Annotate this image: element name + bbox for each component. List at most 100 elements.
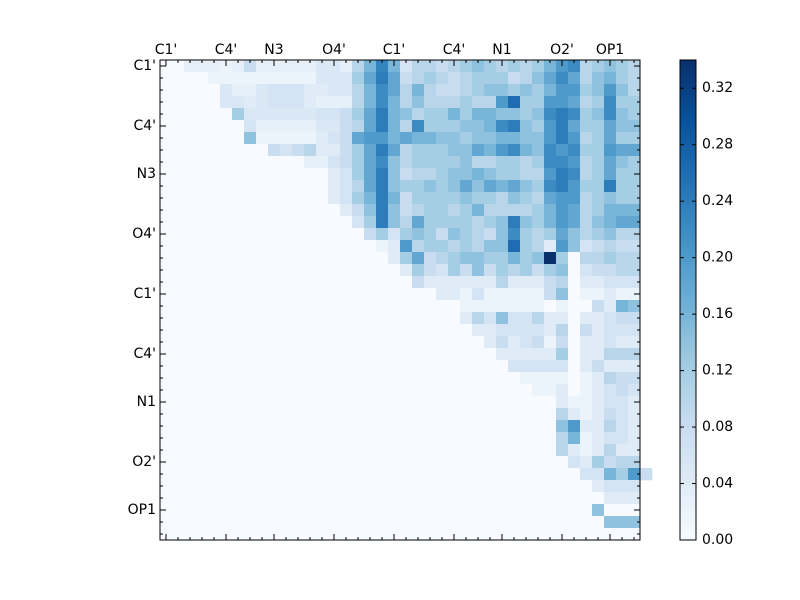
heatmap-cell — [160, 504, 173, 517]
heatmap-cell — [340, 216, 353, 229]
heatmap-cell — [412, 156, 425, 169]
heatmap-cell — [400, 468, 413, 481]
heatmap-cell — [244, 288, 257, 301]
heatmap-cell — [340, 456, 353, 469]
heatmap-cell — [196, 516, 209, 529]
heatmap-cell — [196, 156, 209, 169]
heatmap-cell — [244, 216, 257, 229]
heatmap-cell — [184, 528, 197, 541]
heatmap-cell — [592, 528, 605, 541]
heatmap-cell — [196, 72, 209, 85]
heatmap-cell — [232, 204, 245, 217]
heatmap-cell — [292, 264, 305, 277]
heatmap-cell — [400, 312, 413, 325]
heatmap-cell — [160, 120, 173, 133]
heatmap-cell — [280, 204, 293, 217]
heatmap-cell — [400, 144, 413, 157]
heatmap-cell — [184, 300, 197, 313]
heatmap-cell — [508, 168, 521, 181]
heatmap-cell — [292, 420, 305, 433]
heatmap-cell — [508, 384, 521, 397]
heatmap-cell — [220, 444, 233, 457]
heatmap-cell — [532, 108, 545, 121]
heatmap-cell — [268, 456, 281, 469]
heatmap-cell — [220, 276, 233, 289]
heatmap-cell — [172, 324, 185, 337]
heatmap-cell — [220, 96, 233, 109]
heatmap-cell — [244, 300, 257, 313]
heatmap-cell — [412, 96, 425, 109]
heatmap-cell — [196, 120, 209, 133]
axis-ticks — [160, 60, 640, 540]
heatmap-cell — [376, 180, 389, 193]
heatmap-cell — [208, 444, 221, 457]
heatmap-cell — [244, 444, 257, 457]
heatmap-cell — [508, 252, 521, 265]
heatmap-cell — [568, 516, 581, 529]
heatmap-cell — [280, 168, 293, 181]
heatmap-cell — [436, 516, 449, 529]
heatmap-cell — [172, 504, 185, 517]
heatmap-cell — [532, 348, 545, 361]
heatmap-cell — [424, 372, 437, 385]
x-tick-label: O4' — [322, 42, 346, 58]
heatmap-cell — [412, 168, 425, 181]
heatmap-cell — [592, 420, 605, 433]
heatmap-cell — [328, 348, 341, 361]
heatmap-cell — [256, 144, 269, 157]
heatmap-cell — [628, 264, 641, 277]
heatmap-cell — [472, 288, 485, 301]
heatmap-cell — [520, 252, 533, 265]
heatmap-cell — [436, 168, 449, 181]
heatmap-cell — [208, 96, 221, 109]
heatmap-cell — [532, 372, 545, 385]
heatmap-cell — [364, 180, 377, 193]
heatmap-cell — [436, 396, 449, 409]
heatmap-cell — [244, 204, 257, 217]
heatmap-cell — [424, 312, 437, 325]
heatmap-cell — [568, 384, 581, 397]
heatmap-cell — [616, 456, 629, 469]
heatmap-cell — [460, 420, 473, 433]
heatmap-cell — [496, 60, 509, 73]
heatmap-cell — [472, 132, 485, 145]
heatmap-cell — [580, 324, 593, 337]
heatmap-cell — [448, 120, 461, 133]
heatmap-cell — [328, 180, 341, 193]
heatmap-cell — [220, 264, 233, 277]
heatmap-cell — [220, 372, 233, 385]
heatmap-cell — [364, 228, 377, 241]
heatmap-cell — [280, 132, 293, 145]
heatmap-cell — [220, 516, 233, 529]
heatmap-cell — [544, 408, 557, 421]
heatmap-cell — [508, 348, 521, 361]
heatmap-cell — [232, 372, 245, 385]
heatmap-cell — [292, 216, 305, 229]
heatmap-cell — [472, 264, 485, 277]
heatmap-cell — [580, 480, 593, 493]
heatmap-cell — [160, 372, 173, 385]
heatmap-cell — [292, 336, 305, 349]
heatmap-cell — [400, 228, 413, 241]
heatmap-cell — [616, 468, 629, 481]
heatmap-cell — [592, 336, 605, 349]
colorbar: 0.000.040.080.120.160.200.240.280.32 — [679, 59, 733, 548]
heatmap-cell — [436, 144, 449, 157]
heatmap-cell — [460, 192, 473, 205]
heatmap-cell — [220, 384, 233, 397]
heatmap-cell — [340, 420, 353, 433]
heatmap-cell — [208, 108, 221, 121]
heatmap-cell — [172, 396, 185, 409]
heatmap-cell — [412, 384, 425, 397]
heatmap-cell — [592, 504, 605, 517]
heatmap-cell — [196, 204, 209, 217]
heatmap-cell — [208, 204, 221, 217]
heatmap-cell — [232, 480, 245, 493]
heatmap-cell — [592, 444, 605, 457]
heatmap-cell — [220, 156, 233, 169]
heatmap-cell — [376, 228, 389, 241]
heatmap-cell — [616, 96, 629, 109]
heatmap-cell — [376, 432, 389, 445]
heatmap-cell — [616, 480, 629, 493]
heatmap-cell — [232, 276, 245, 289]
